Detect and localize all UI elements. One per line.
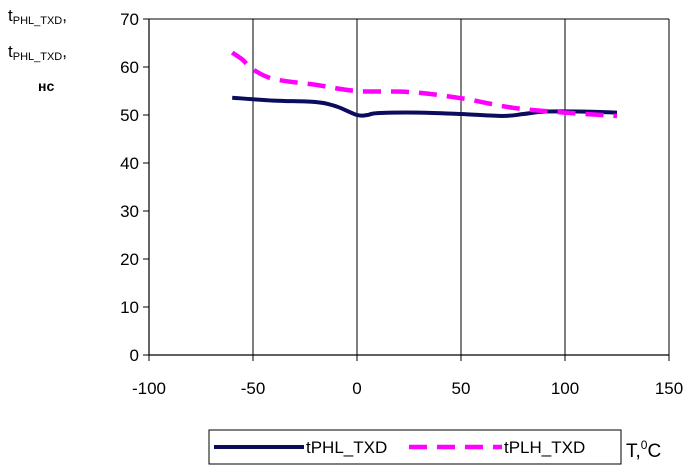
- y-tick-label: 20: [120, 250, 139, 269]
- x-label-main: T,: [626, 441, 641, 462]
- y-tick-label: 50: [120, 106, 139, 125]
- y-label-unit: нс: [38, 78, 55, 94]
- grid-lines: [149, 18, 670, 355]
- y-label-line1-sub: PHL_TXD: [12, 15, 63, 27]
- y-label-line2-tail: ,: [62, 42, 67, 61]
- y-tick-label: 40: [120, 154, 139, 173]
- x-axis-label: T,0C: [626, 438, 661, 463]
- x-tick-label: 150: [655, 379, 683, 398]
- y-tick-label: 70: [120, 10, 139, 29]
- y-label-line1-main: t: [8, 6, 13, 25]
- x-tick-label: 0: [352, 379, 361, 398]
- axes: [148, 19, 669, 356]
- x-label-tail: C: [647, 441, 662, 462]
- x-tick-label: 50: [452, 379, 471, 398]
- x-tick-label: -100: [132, 379, 166, 398]
- x-tick-label: 100: [551, 379, 579, 398]
- series-lines: [230, 50, 618, 119]
- y-tick-label: 30: [120, 202, 139, 221]
- y-tick-label: 60: [120, 58, 139, 77]
- y-label-line2-main: t: [8, 42, 13, 61]
- y-label-line2-sub: PHL_TXD: [12, 51, 63, 63]
- plot-area: [149, 19, 669, 355]
- y-tick-label: 0: [130, 346, 139, 365]
- x-tick-label: -50: [241, 379, 266, 398]
- x-label-sup: 0: [640, 438, 648, 452]
- tick-labels: 0 10 20 30 40 50 60 70 -100 -50 0 50 100 150: [120, 10, 683, 398]
- legend-label-tplh-txd: tPLH_TXD: [504, 438, 585, 457]
- y-label-line1-tail: ,: [62, 6, 67, 25]
- legend-label-tphl-txd: tPHL_TXD: [306, 438, 387, 457]
- y-tick-label: 10: [120, 298, 139, 317]
- legend: tPHL_TXD tPLH_TXD: [208, 429, 622, 465]
